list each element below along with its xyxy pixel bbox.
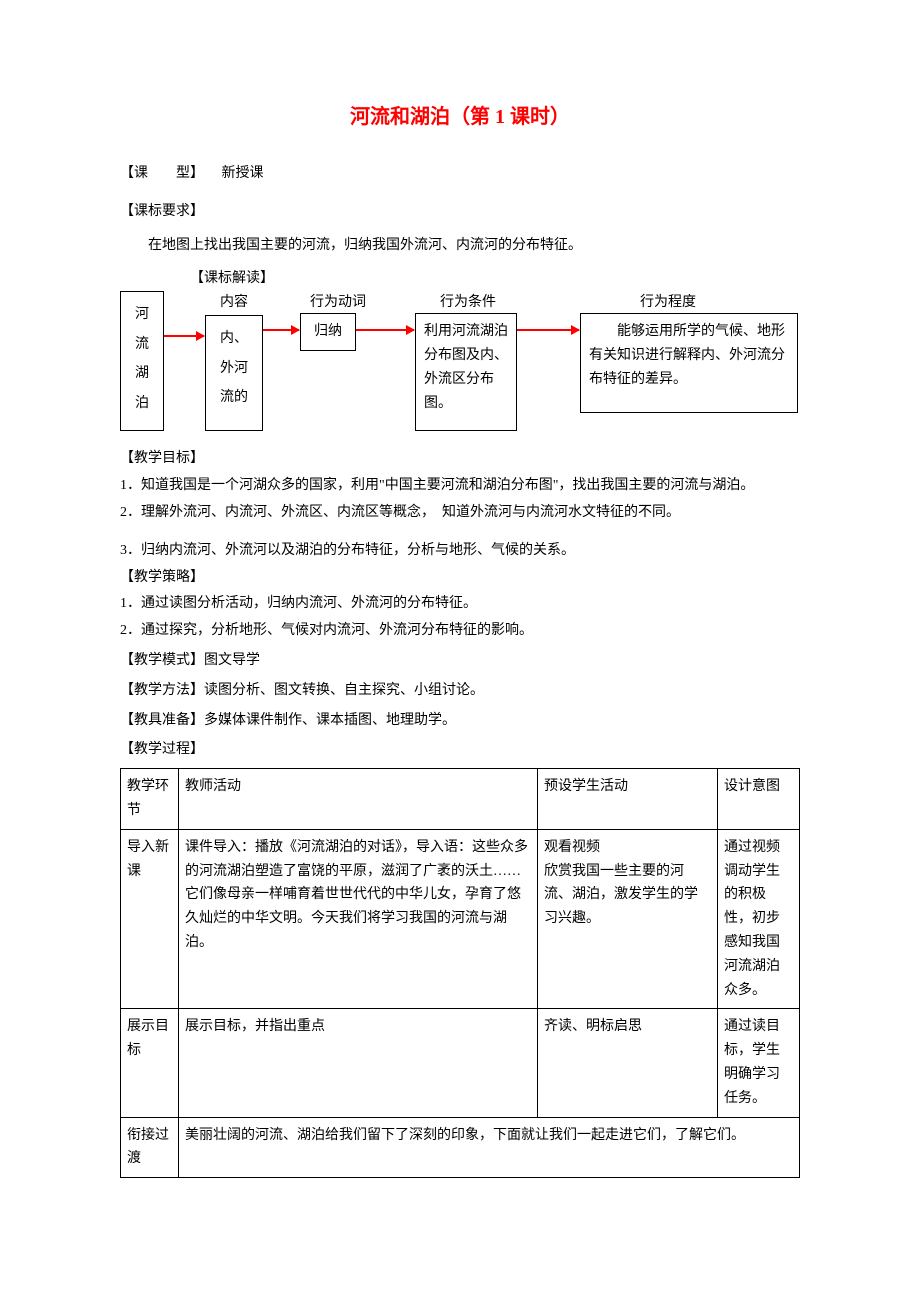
diagram-arrow-4 [517, 329, 579, 331]
cell-student: 齐读、明标启思 [538, 1009, 718, 1117]
cell-intent: 通过视频调动学生的积极性，初步感知我国河流湖泊众多。 [718, 829, 800, 1009]
process-table: 教学环 节 教师活动 预设学生活动 设计意图 导入新 课 课件导入：播放《河流湖… [120, 768, 800, 1178]
diagram-degree-box: 能够运用所学的气候、地形有关知识进行解释内、外河流分布特征的差异。 [580, 313, 798, 413]
strategy-2: 2．通过探究，分析地形、气候对内流河、外流河分布特征的影响。 [120, 619, 800, 643]
diagram-condition-box: 利用河流湖泊分布图及内、外流区分布图。 [415, 313, 517, 431]
tools-line: 【教具准备】多媒体课件制作、课本插图、地理助学。 [120, 709, 800, 733]
table-header-row: 教学环 节 教师活动 预设学生活动 设计意图 [121, 769, 800, 830]
mode-label: 【教学模式】 [120, 653, 204, 668]
process-label: 【教学过程】 [120, 738, 800, 762]
standard-req-text: 在地图上找出我国主要的河流，归纳我国外流河、内流河的分布特征。 [148, 234, 800, 258]
cell-teacher: 展示目标，并指出重点 [179, 1009, 538, 1117]
teaching-goals: 【教学目标】 1．知道我国是一个河湖众多的国家，利用"中国主要河流和湖泊分布图"… [120, 447, 800, 562]
diagram-content: 内、外河流的 [220, 331, 248, 405]
course-type-label: 【课 型】 [120, 166, 204, 181]
standard-req-label: 【课标要求】 [120, 200, 800, 224]
diagram-header-content: 内容 [220, 291, 248, 315]
tools-label: 【教具准备】 [120, 713, 204, 728]
goal-2: 2．理解外流河、内流河、外流区、内流区等概念， 知道外流河与内流河水文特征的不同… [120, 501, 800, 525]
diagram-subject-box: 河流湖泊 [120, 291, 164, 431]
cell-student: 观看视频 欣赏我国一些主要的河流、湖泊，激发学生的学习兴趣。 [538, 829, 718, 1009]
goal-3: 3．归纳内流河、外流河以及湖泊的分布特征，分析与地形、气候的关系。 [120, 539, 800, 563]
diagram-arrow-2 [263, 329, 299, 331]
cell-intent: 通过读目标，学生明确学习任务。 [718, 1009, 800, 1117]
teaching-goals-label: 【教学目标】 [120, 447, 800, 471]
diagram-verb: 归纳 [314, 324, 342, 339]
cell-stage: 展示目 标 [121, 1009, 179, 1117]
diagram-header-degree: 行为程度 [640, 291, 696, 315]
diagram-condition: 利用河流湖泊分布图及内、外流区分布图。 [424, 324, 508, 410]
diagram-header-condition: 行为条件 [440, 291, 496, 315]
mode-value: 图文导学 [204, 653, 260, 668]
page-title: 河流和湖泊（第 1 课时） [120, 100, 800, 134]
diagram-arrow-3 [356, 329, 414, 331]
goal-1: 1．知道我国是一个河湖众多的国家，利用"中国主要河流和湖泊分布图"，找出我国主要… [120, 474, 800, 498]
method-label: 【教学方法】 [120, 683, 204, 698]
cell-stage: 衔接过 渡 [121, 1117, 179, 1178]
diagram-arrow-1 [164, 335, 204, 337]
diagram-subject: 河流湖泊 [135, 300, 149, 418]
tools-value: 多媒体课件制作、课本插图、地理助学。 [204, 713, 456, 728]
table-row: 导入新 课 课件导入：播放《河流湖泊的对话》，导入语：这些众多的河流湖泊塑造了富… [121, 829, 800, 1009]
course-type-value: 新授课 [208, 166, 264, 181]
strategy-1: 1．通过读图分析活动，归纳内流河、外流河的分布特征。 [120, 592, 800, 616]
table-row: 衔接过 渡 美丽壮阔的河流、湖泊给我们留下了深刻的印象，下面就让我们一起走进它们… [121, 1117, 800, 1178]
diagram-content-box: 内、外河流的 [205, 315, 263, 431]
diagram-degree: 能够运用所学的气候、地形有关知识进行解释内、外河流分布特征的差异。 [589, 324, 785, 387]
cell-stage: 导入新 课 [121, 829, 179, 1009]
th-student: 预设学生活动 [538, 769, 718, 830]
course-type-line: 【课 型】 新授课 [120, 162, 800, 186]
method-value: 读图分析、图文转换、自主探究、小组讨论。 [204, 683, 484, 698]
table-row: 展示目 标 展示目标，并指出重点 齐读、明标启思 通过读目标，学生明确学习任务。 [121, 1009, 800, 1117]
cell-merged: 美丽壮阔的河流、湖泊给我们留下了深刻的印象，下面就让我们一起走进它们，了解它们。 [179, 1117, 800, 1178]
th-stage: 教学环 节 [121, 769, 179, 830]
strategy-label: 【教学策略】 [120, 566, 800, 590]
standard-diagram: 【课标解读】 内容 行为动词 行为条件 行为程度 河流湖泊 内、外河流的 归纳 … [120, 267, 800, 437]
strategy: 【教学策略】 1．通过读图分析活动，归纳内流河、外流河的分布特征。 2．通过探究… [120, 566, 800, 643]
diagram-header-verb: 行为动词 [310, 291, 366, 315]
diagram-verb-box: 归纳 [300, 313, 356, 351]
th-teacher: 教师活动 [179, 769, 538, 830]
method-line: 【教学方法】读图分析、图文转换、自主探究、小组讨论。 [120, 679, 800, 703]
mode-line: 【教学模式】图文导学 [120, 649, 800, 673]
cell-teacher: 课件导入：播放《河流湖泊的对话》，导入语：这些众多的河流湖泊塑造了富饶的平原，滋… [179, 829, 538, 1009]
diagram-label: 【课标解读】 [190, 267, 274, 291]
th-intent: 设计意图 [718, 769, 800, 830]
